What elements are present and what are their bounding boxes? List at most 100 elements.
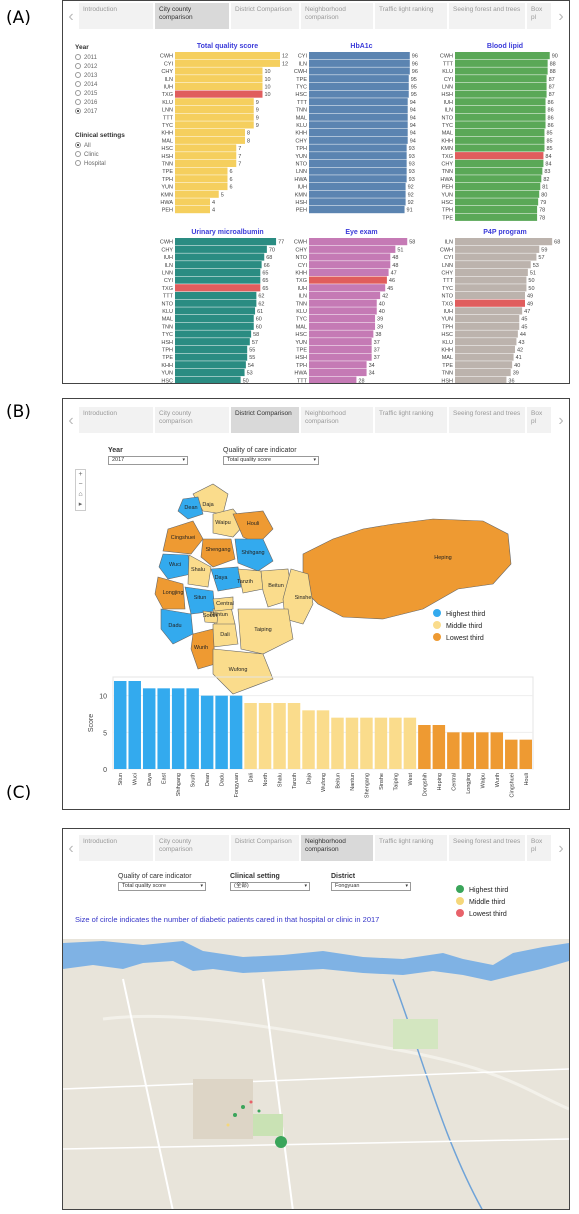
- district-region[interactable]: [212, 648, 274, 695]
- category-label: NTO: [441, 294, 453, 300]
- district-bar[interactable]: [229, 695, 243, 769]
- clinic-circle[interactable]: [249, 1100, 253, 1104]
- tab-district-comparison[interactable]: District Comparison: [231, 835, 299, 861]
- year-radio-2014[interactable]: 2014: [75, 81, 97, 88]
- year-radio-2017[interactable]: 2017: [75, 108, 97, 115]
- district-bar[interactable]: [287, 703, 301, 769]
- indicator-select[interactable]: Total quality score ▾: [223, 456, 319, 465]
- tab-scroll-left-icon[interactable]: ‹: [68, 840, 74, 857]
- district-region[interactable]: [212, 596, 234, 612]
- tab-seeing-forest-and-trees[interactable]: Seeing forest and trees: [449, 3, 525, 29]
- district-bar[interactable]: [389, 717, 402, 769]
- tab-scroll-right-icon[interactable]: ›: [558, 840, 564, 857]
- tab-city-county-comparison[interactable]: City county comparison: [155, 407, 229, 433]
- clinic-circle[interactable]: [226, 1123, 230, 1127]
- district-bar[interactable]: [345, 717, 359, 769]
- tab-city-county-comparison[interactable]: City county comparison: [155, 835, 229, 861]
- district-bar[interactable]: [505, 739, 518, 769]
- tab-neighborhood-comparison[interactable]: Neighborhood comparison: [301, 835, 373, 861]
- tab-neighborhood-comparison[interactable]: Neighborhood comparison: [301, 407, 373, 433]
- district-bar[interactable]: [157, 688, 170, 769]
- district-bar[interactable]: [360, 717, 373, 769]
- district-bar[interactable]: [215, 695, 228, 769]
- district-region[interactable]: [160, 608, 194, 645]
- tab-scroll-right-icon[interactable]: ›: [558, 412, 564, 429]
- tab-box-pl[interactable]: Box pl: [527, 3, 551, 29]
- tab-seeing-forest-and-trees[interactable]: Seeing forest and trees: [449, 835, 525, 861]
- tab-traffic-light-ranking[interactable]: Traffic light ranking: [375, 835, 447, 861]
- tab-scroll-left-icon[interactable]: ‹: [68, 412, 74, 429]
- district-bar[interactable]: [447, 732, 460, 769]
- district-bar[interactable]: [519, 739, 532, 769]
- district-region[interactable]: [234, 538, 274, 572]
- district-region[interactable]: [162, 520, 204, 555]
- setting-radio-all[interactable]: All: [75, 142, 91, 149]
- district-bar[interactable]: [316, 710, 330, 769]
- tab-box-pl[interactable]: Box pl: [527, 407, 551, 433]
- district-bar[interactable]: [302, 710, 315, 769]
- year-radio-2016[interactable]: 2016: [75, 99, 97, 106]
- tab-district-comparison[interactable]: District Comparison: [231, 3, 299, 29]
- clinic-circle[interactable]: [257, 1109, 261, 1113]
- district-bar[interactable]: [142, 688, 156, 769]
- tab-traffic-light-ranking[interactable]: Traffic light ranking: [375, 407, 447, 433]
- district-region[interactable]: [158, 553, 192, 580]
- tab-seeing-forest-and-trees[interactable]: Seeing forest and trees: [449, 407, 525, 433]
- district-bar[interactable]: [374, 717, 388, 769]
- clinic-circle[interactable]: [241, 1105, 245, 1109]
- district-region[interactable]: [187, 554, 212, 588]
- year-radio-2011[interactable]: 2011: [75, 54, 97, 61]
- district-region[interactable]: [237, 608, 294, 655]
- tab-box-pl[interactable]: Box pl: [527, 835, 551, 861]
- zoom-out-icon[interactable]: −: [78, 481, 83, 488]
- district-region[interactable]: [202, 610, 219, 624]
- district-region[interactable]: [210, 566, 242, 592]
- district-region[interactable]: [232, 510, 274, 545]
- district-bar[interactable]: [244, 703, 257, 769]
- district-select[interactable]: Fongyuan ▾: [331, 882, 411, 891]
- district-bar[interactable]: [490, 732, 504, 769]
- district-bar[interactable]: [403, 717, 417, 769]
- district-bar[interactable]: [200, 695, 214, 769]
- year-radio-2015[interactable]: 2015: [75, 90, 97, 97]
- tab-neighborhood-comparison[interactable]: Neighborhood comparison: [301, 3, 373, 29]
- district-bar[interactable]: [461, 732, 475, 769]
- district-bar[interactable]: [258, 703, 272, 769]
- indicator-select[interactable]: Total quality score ▾: [118, 882, 206, 891]
- year-radio-2013[interactable]: 2013: [75, 72, 97, 79]
- year-select[interactable]: 2017 ▾: [108, 456, 188, 465]
- district-bar[interactable]: [273, 703, 286, 769]
- district-bar[interactable]: [114, 681, 127, 769]
- clinic-circle[interactable]: [233, 1113, 237, 1117]
- tab-city-county-comparison[interactable]: City county comparison: [155, 3, 229, 29]
- district-region[interactable]: [177, 496, 204, 520]
- district-region[interactable]: [302, 518, 512, 620]
- district-bar[interactable]: [171, 688, 185, 769]
- clinic-map[interactable]: [63, 939, 569, 1210]
- play-icon[interactable]: ▸: [78, 501, 83, 508]
- home-icon[interactable]: ⌂: [78, 491, 83, 498]
- tab-district-comparison[interactable]: District Comparison: [231, 407, 299, 433]
- district-region[interactable]: [154, 576, 186, 610]
- district-bar[interactable]: [418, 725, 431, 769]
- zoom-in-icon[interactable]: +: [78, 471, 83, 478]
- district-region[interactable]: [282, 568, 314, 625]
- tab-scroll-right-icon[interactable]: ›: [558, 8, 564, 25]
- clinical-setting-select[interactable]: (全部) ▾: [230, 882, 310, 891]
- setting-radio-hospital[interactable]: Hospital: [75, 160, 106, 167]
- district-region[interactable]: [200, 538, 236, 568]
- setting-radio-clinic[interactable]: Clinic: [75, 151, 99, 158]
- tab-introduction[interactable]: Introduction: [79, 3, 153, 29]
- district-bar[interactable]: [432, 725, 446, 769]
- district-bar[interactable]: [331, 717, 344, 769]
- year-radio-2012[interactable]: 2012: [75, 63, 97, 70]
- district-bar[interactable]: [186, 688, 199, 769]
- tab-scroll-left-icon[interactable]: ‹: [68, 8, 74, 25]
- tab-traffic-light-ranking[interactable]: Traffic light ranking: [375, 3, 447, 29]
- tab-introduction[interactable]: Introduction: [79, 407, 153, 433]
- district-bar[interactable]: [128, 681, 141, 769]
- clinic-circle[interactable]: [275, 1136, 287, 1148]
- district-region[interactable]: [190, 628, 216, 670]
- tab-introduction[interactable]: Introduction: [79, 835, 153, 861]
- district-bar[interactable]: [476, 732, 489, 769]
